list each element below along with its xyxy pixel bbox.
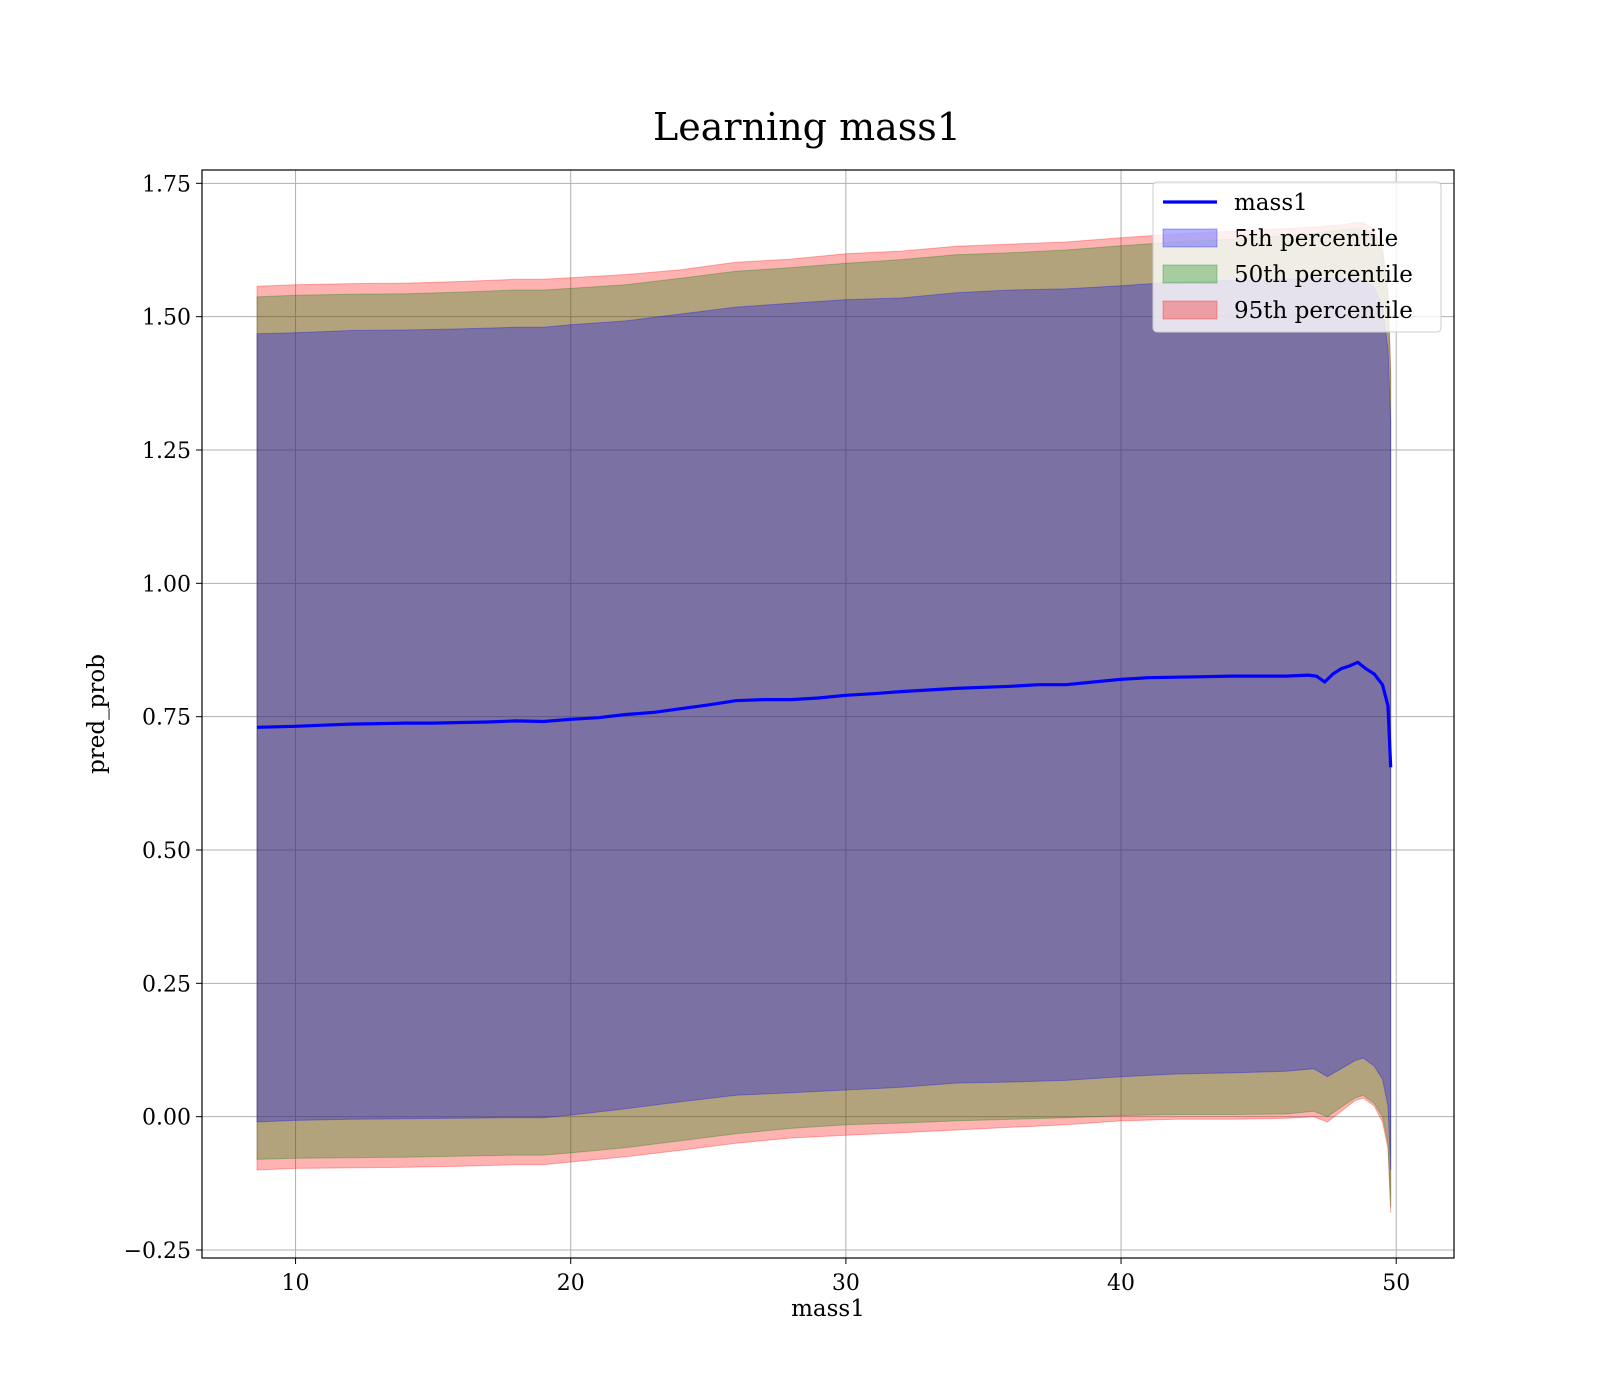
legend-patch-swatch <box>1162 300 1218 320</box>
y-tick-label: 1.25 <box>142 439 191 464</box>
legend-box <box>1152 181 1442 333</box>
line-layer <box>256 660 1393 768</box>
band-5th-percentile <box>256 277 1392 1171</box>
y-tick-label: 0.00 <box>142 1106 191 1131</box>
y-tick-label: 1.00 <box>142 572 191 597</box>
x-tick-label: 30 <box>832 1271 860 1296</box>
legend: mass1 5th percentile 50th percentile 95th p… <box>1152 181 1442 333</box>
x-tick-label: 10 <box>282 1271 310 1296</box>
band-95th-percentile <box>256 222 1392 1213</box>
y-tick-label: 1.75 <box>142 172 191 197</box>
y-tick-label: 1.50 <box>142 306 191 331</box>
y-tick-label: 0.75 <box>142 706 191 731</box>
legend-label: mass1 <box>1234 190 1308 216</box>
legend-label: 5th percentile <box>1234 226 1398 252</box>
band-50th-percentile <box>256 228 1392 1208</box>
legend-patch-swatch <box>1162 264 1218 284</box>
legend-label: 50th percentile <box>1234 262 1413 288</box>
grid-layer <box>202 170 1454 1258</box>
plot-frame <box>201 169 1455 1259</box>
y-tick-label: 0.50 <box>142 839 191 864</box>
band-layer <box>256 222 1392 1213</box>
y-tick-label: 0.25 <box>142 972 191 997</box>
x-tick-label: 20 <box>557 1271 585 1296</box>
tick-layer: 10 20 30 40 50 −0.25 0.00 0.25 0.50 0.75 1.00 1.25 1… <box>124 172 1411 1296</box>
x-tick-label: 50 <box>1382 1271 1410 1296</box>
chart-title: Learning mass1 <box>653 105 961 149</box>
x-axis-label: mass1 <box>791 1296 865 1322</box>
y-axis-label: pred_prob <box>84 654 110 774</box>
legend-patch-swatch <box>1162 228 1218 248</box>
legend-label: 95th percentile <box>1234 298 1413 324</box>
y-tick-label: −0.25 <box>124 1239 191 1264</box>
series-line-mass1 <box>256 660 1393 768</box>
x-tick-label: 40 <box>1107 1271 1135 1296</box>
